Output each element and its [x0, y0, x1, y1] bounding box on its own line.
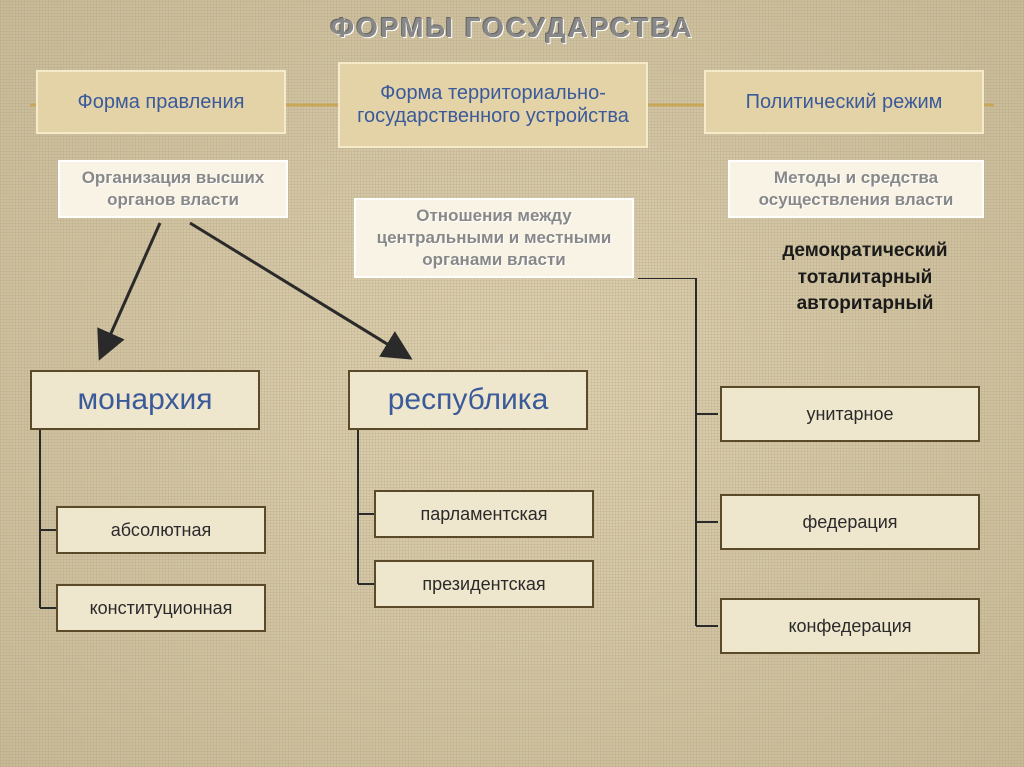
- territorial-tree: [636, 278, 726, 658]
- page-title: ФОРМЫ ГОСУДАРСТВА: [0, 0, 1024, 50]
- top-box-territorial-label: Форма территориально-государственного ус…: [350, 82, 636, 128]
- top-box-territorial: Форма территориально-государственного ус…: [338, 62, 648, 148]
- regime-types-list: демократический тоталитарный авторитарны…: [740, 238, 990, 318]
- monarchy-type-label: конституционная: [90, 598, 233, 619]
- territorial-type-box: федерация: [720, 494, 980, 550]
- republic-type-label: парламентская: [420, 504, 547, 525]
- regime-type-item: авторитарный: [740, 291, 990, 318]
- desc-territorial-text: Отношения между центральными и местными …: [366, 205, 622, 271]
- territorial-type-label: конфедерация: [788, 616, 911, 637]
- monarchy-label: монархия: [78, 383, 213, 417]
- monarchy-type-box: абсолютная: [56, 506, 266, 554]
- republic-label: республика: [388, 383, 549, 417]
- monarchy-type-label: абсолютная: [111, 520, 212, 541]
- territorial-type-label: унитарное: [806, 404, 893, 425]
- republic-type-box: парламентская: [374, 490, 594, 538]
- territorial-type-box: унитарное: [720, 386, 980, 442]
- monarchy-type-box: конституционная: [56, 584, 266, 632]
- regime-type-item: демократический: [740, 238, 990, 265]
- republic-type-label: президентская: [422, 574, 545, 595]
- top-box-regime: Политический режим: [704, 70, 984, 134]
- desc-box-regime: Методы и средства осуществления власти: [728, 160, 984, 218]
- desc-government-text: Организация высших органов власти: [70, 167, 276, 211]
- regime-type-item: тоталитарный: [740, 265, 990, 292]
- desc-regime-text: Методы и средства осуществления власти: [740, 167, 972, 211]
- top-box-regime-label: Политический режим: [746, 91, 943, 114]
- republic-box: республика: [348, 370, 588, 430]
- monarchy-box: монархия: [30, 370, 260, 430]
- territorial-type-label: федерация: [802, 512, 897, 533]
- desc-box-territorial: Отношения между центральными и местными …: [354, 198, 634, 278]
- republic-type-box: президентская: [374, 560, 594, 608]
- top-box-government: Форма правления: [36, 70, 286, 134]
- territorial-type-box: конфедерация: [720, 598, 980, 654]
- desc-box-government: Организация высших органов власти: [58, 160, 288, 218]
- top-box-government-label: Форма правления: [78, 91, 245, 114]
